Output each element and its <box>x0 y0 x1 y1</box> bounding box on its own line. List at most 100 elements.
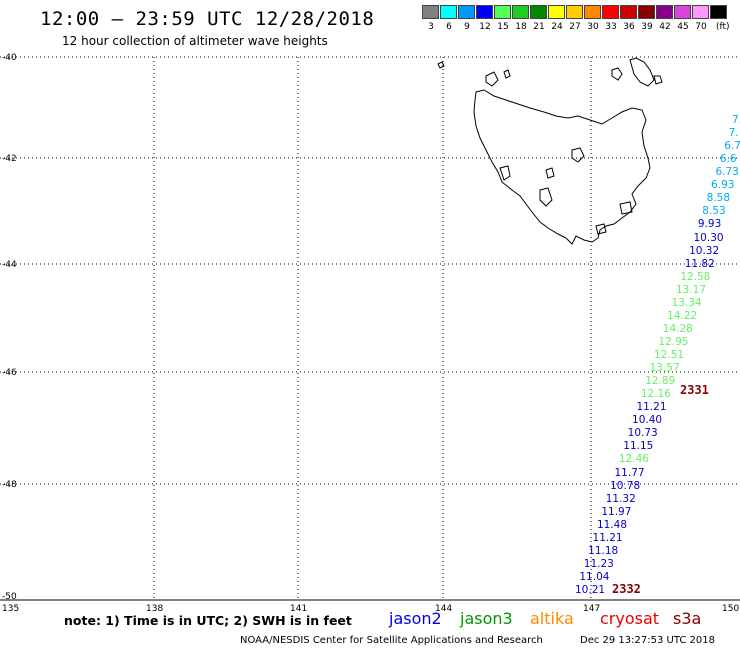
lat-label: -44 <box>2 260 17 270</box>
lon-label: 138 <box>146 604 163 614</box>
colorbar-swatch <box>710 5 727 19</box>
colorbar-label: 9 <box>464 22 470 32</box>
colorbar-swatch <box>548 5 565 19</box>
wave-height-reading: 10.30 <box>693 231 724 244</box>
track-time-end: 2332 <box>612 582 641 596</box>
lat-label: -48 <box>2 480 17 490</box>
wave-height-reading: 7. <box>728 127 739 140</box>
wave-height-reading: 11.15 <box>623 440 654 453</box>
wave-height-reading: 11.48 <box>596 518 627 531</box>
colorbar-swatch <box>458 5 475 19</box>
wave-height-reading: 12.95 <box>658 335 689 348</box>
colorbar-swatch <box>512 5 529 19</box>
colorbar-label: 33 <box>605 22 617 32</box>
flinders-island-coastline <box>629 57 655 87</box>
colorbar-swatch <box>620 5 637 19</box>
wave-height-reading: 7. <box>732 114 740 126</box>
wave-height-reading: 8.58 <box>706 192 731 205</box>
wave-height-reading: 9.93 <box>697 218 722 231</box>
colorbar-swatch <box>494 5 511 19</box>
legend-s3a: s3a <box>673 609 702 628</box>
wave-height-reading: 10.32 <box>689 244 720 257</box>
wave-height-reading: 6.7 <box>724 140 740 153</box>
wave-height-reading: 12.89 <box>645 375 676 388</box>
colorbar-label: 12 <box>479 22 491 32</box>
island-coastline <box>485 71 499 87</box>
wave-height-reading: 6.73 <box>715 166 739 179</box>
colorbar-label: 3 <box>428 22 434 32</box>
units-note: note: 1) Time is in UTC; 2) SWH is in fe… <box>64 613 352 628</box>
colorbar-label: 27 <box>569 22 581 32</box>
wave-height-reading: 10.21 <box>575 584 606 596</box>
island-coastline <box>503 69 511 79</box>
lon-label: 147 <box>583 604 600 614</box>
generation-timestamp: Dec 29 13:27:53 UTC 2018 <box>580 635 715 646</box>
wave-height-reading: 12.51 <box>654 349 685 361</box>
lake-outline <box>545 167 555 179</box>
wave-height-reading: 11.21 <box>636 401 667 414</box>
lat-label: -40 <box>2 53 17 63</box>
colorbar-swatch <box>692 5 709 19</box>
wave-height-reading: 12.16 <box>640 388 671 401</box>
colorbar-label: 39 <box>641 22 653 32</box>
colorbar-swatch <box>440 5 457 19</box>
wave-height-reading: 10.40 <box>632 414 663 427</box>
lake-outline <box>619 201 633 215</box>
colorbar-label: 21 <box>533 22 545 32</box>
wave-height-reading: 6.6 <box>719 153 737 166</box>
wave-height-reading: 11.77 <box>614 466 645 479</box>
wave-height-reading: 6.93 <box>711 179 735 192</box>
map-title: 12:00 – 23:59 UTC 12/28/2018 <box>40 8 375 30</box>
lon-label: 141 <box>290 604 307 614</box>
wave-height-reading: 11.82 <box>684 257 715 270</box>
legend-jason2: jason2 <box>389 609 442 628</box>
legend-jason3: jason3 <box>460 609 513 628</box>
wave-height-reading: 11.04 <box>579 570 610 583</box>
lon-label: 135 <box>2 604 19 614</box>
colorbar-label: 70 <box>695 22 707 32</box>
lake-outline <box>539 187 553 207</box>
map-subtitle: 12 hour collection of altimeter wave hei… <box>62 34 328 48</box>
colorbar-label: 45 <box>677 22 689 32</box>
track-time-start: 2331 <box>680 383 709 397</box>
colorbar-swatch <box>566 5 583 19</box>
wave-height-reading: 10.73 <box>627 427 658 440</box>
colorbar-swatch <box>602 5 619 19</box>
lat-label: -46 <box>2 368 17 378</box>
colorbar-swatch <box>656 5 673 19</box>
wave-height-reading: 10.78 <box>610 479 641 492</box>
colorbar-swatch <box>530 5 547 19</box>
colorbar-swatch <box>422 5 439 19</box>
island-coastline <box>653 75 663 85</box>
lat-label: -50 <box>2 592 17 602</box>
lake-outline <box>571 147 585 163</box>
wave-height-reading: 11.18 <box>588 544 619 557</box>
credit-line: NOAA/NESDIS Center for Satellite Applica… <box>240 635 543 646</box>
island-coastline <box>437 61 445 69</box>
lon-label: 144 <box>435 604 452 614</box>
wave-height-reading: 11.97 <box>601 505 632 518</box>
wave-height-reading: 11.23 <box>583 557 614 570</box>
colorbar-label: 6 <box>446 22 452 32</box>
legend-altika: altika <box>530 609 574 628</box>
wave-height-reading: 12.46 <box>618 453 649 466</box>
colorbar-label: 30 <box>587 22 599 32</box>
wave-height-reading: 8.53 <box>702 205 726 218</box>
colorbar-swatch <box>584 5 601 19</box>
colorbar-label: 42 <box>659 22 671 32</box>
tasmania-coastline <box>473 89 651 245</box>
wave-height-reading: 14.22 <box>667 309 698 322</box>
wave-height-reading: 13.57 <box>649 362 680 375</box>
colorbar-label: 24 <box>551 22 563 32</box>
colorbar-swatch <box>638 5 655 19</box>
graticule <box>0 56 740 600</box>
wave-height-reading: 11.32 <box>605 492 636 505</box>
island-coastline <box>611 67 623 81</box>
colorbar-unit-label: (ft) <box>716 22 730 32</box>
wave-height-reading: 13.34 <box>671 296 702 309</box>
colorbar-label: 15 <box>497 22 509 32</box>
colorbar-swatch <box>476 5 493 19</box>
wave-height-reading: 13.17 <box>675 283 706 296</box>
wave-height-reading: 14.28 <box>662 322 693 335</box>
